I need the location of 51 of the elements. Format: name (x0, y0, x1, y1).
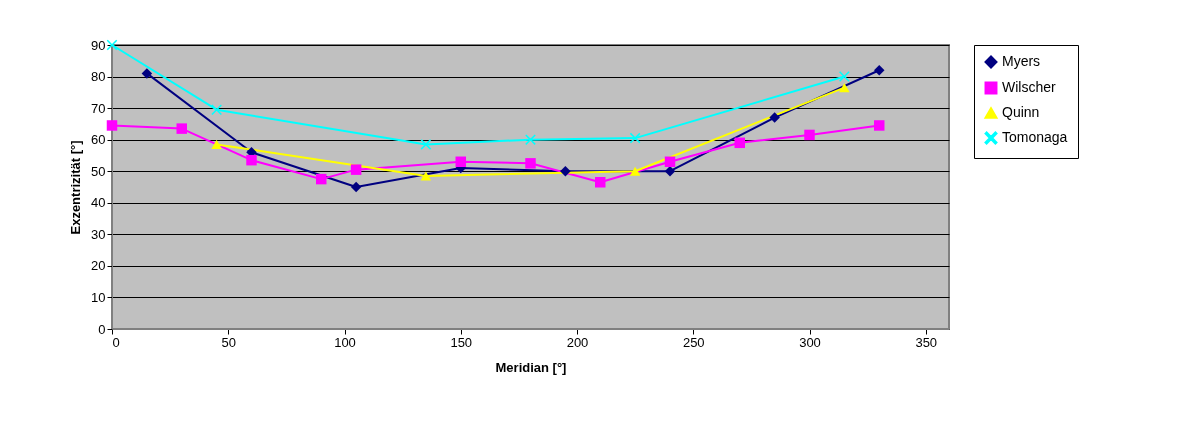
y-tick-label: 50 (91, 163, 106, 179)
x-tick-label: 200 (566, 334, 589, 350)
y-tick-label: 10 (91, 289, 106, 305)
legend-label: Quinn (1002, 104, 1040, 120)
x-tick-label: 250 (682, 334, 705, 350)
legend-label: Wilscher (1002, 79, 1057, 95)
y-tick-label: 80 (91, 69, 106, 85)
point (211, 104, 222, 115)
point (595, 177, 606, 188)
y-tick-label: 0 (98, 321, 106, 337)
x-tick-label: 50 (221, 334, 236, 350)
point (839, 83, 850, 93)
y-tick-label: 70 (91, 100, 106, 116)
point (141, 68, 153, 79)
legend-label: Tomonaga (1002, 129, 1068, 145)
point (246, 154, 257, 166)
point (420, 139, 432, 150)
y-tick-label: 90 (91, 37, 106, 53)
point (734, 137, 745, 149)
x-tick-label: 100 (334, 334, 356, 350)
point (629, 166, 641, 176)
point (629, 132, 641, 144)
point (769, 112, 780, 123)
point (211, 139, 222, 149)
y-tick-label: 20 (91, 258, 106, 274)
point (874, 120, 885, 131)
y-tick-label: 30 (91, 226, 106, 242)
point (560, 165, 571, 177)
point (350, 164, 362, 175)
point (525, 134, 536, 145)
x-tick-label: 0 (112, 334, 120, 350)
point (316, 173, 327, 185)
legend-label: Myers (1002, 53, 1041, 69)
point (176, 123, 187, 134)
x-tick-label: 300 (799, 334, 821, 350)
y-tick-label: 60 (91, 132, 106, 148)
point (106, 120, 118, 131)
x-tick-label: 150 (450, 334, 473, 350)
point (525, 158, 536, 169)
y-axis-title: Exzentrizität [°] (68, 140, 84, 235)
x-axis-title: Meridian [°] (495, 359, 567, 375)
point (455, 156, 466, 167)
point (106, 39, 118, 51)
x-tick-label: 350 (915, 334, 938, 350)
y-tick-label: 40 (91, 195, 106, 211)
point (664, 156, 676, 167)
point (804, 129, 815, 141)
point (839, 71, 850, 82)
point (874, 65, 885, 76)
point (420, 171, 432, 181)
point (350, 181, 362, 193)
